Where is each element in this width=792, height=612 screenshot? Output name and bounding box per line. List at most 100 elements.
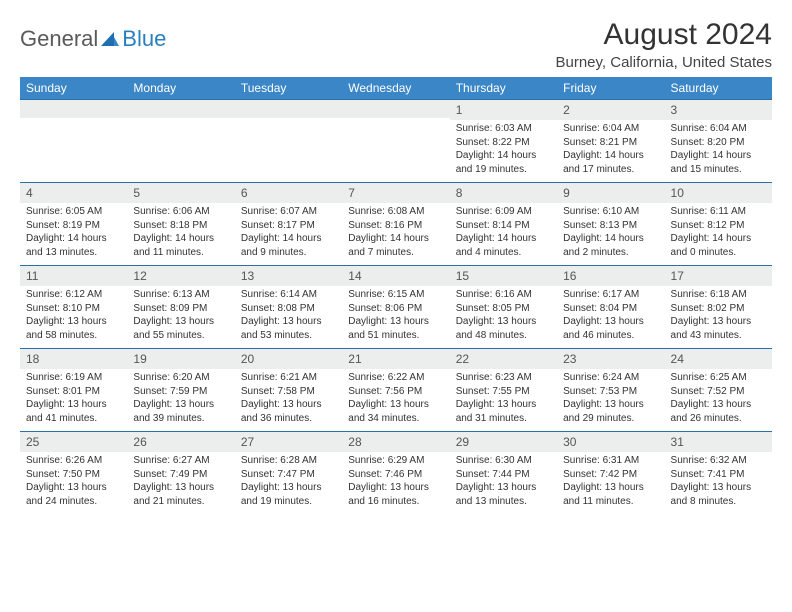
day-number: 2 xyxy=(557,100,664,120)
day-content-line: and 7 minutes. xyxy=(348,246,443,260)
day-content-line: and 53 minutes. xyxy=(241,329,336,343)
day-number: 12 xyxy=(127,266,234,286)
day-content-line: and 31 minutes. xyxy=(456,412,551,426)
day-content-line: Daylight: 14 hours xyxy=(456,149,551,163)
day-number xyxy=(20,100,127,118)
day-content-line: Sunrise: 6:31 AM xyxy=(563,454,658,468)
day-number: 28 xyxy=(342,432,449,452)
day-number: 22 xyxy=(450,349,557,369)
day-content-line: Daylight: 13 hours xyxy=(563,315,658,329)
day-content-line: Sunrise: 6:15 AM xyxy=(348,288,443,302)
day-content-line: and 39 minutes. xyxy=(133,412,228,426)
weekday-header: Thursday xyxy=(450,77,557,100)
day-content-line: Daylight: 13 hours xyxy=(671,481,766,495)
day-content-line: Sunset: 8:17 PM xyxy=(241,219,336,233)
week-daynum-row: 11Sunrise: 6:12 AMSunset: 8:10 PMDayligh… xyxy=(20,266,772,349)
day-number: 14 xyxy=(342,266,449,286)
day-content-line: Sunrise: 6:07 AM xyxy=(241,205,336,219)
day-content-line: and 9 minutes. xyxy=(241,246,336,260)
day-number: 27 xyxy=(235,432,342,452)
day-content: Sunrise: 6:28 AMSunset: 7:47 PMDaylight:… xyxy=(235,452,342,514)
day-content-line: Sunrise: 6:29 AM xyxy=(348,454,443,468)
day-content-line: Daylight: 14 hours xyxy=(133,232,228,246)
day-number: 17 xyxy=(665,266,772,286)
day-content-line: and 29 minutes. xyxy=(563,412,658,426)
day-content: Sunrise: 6:03 AMSunset: 8:22 PMDaylight:… xyxy=(450,120,557,182)
day-content-line: Sunrise: 6:16 AM xyxy=(456,288,551,302)
day-content-line: Sunrise: 6:24 AM xyxy=(563,371,658,385)
day-content xyxy=(20,118,127,178)
day-content: Sunrise: 6:32 AMSunset: 7:41 PMDaylight:… xyxy=(665,452,772,514)
day-content-line: Daylight: 14 hours xyxy=(671,232,766,246)
day-number: 21 xyxy=(342,349,449,369)
day-cell: 5Sunrise: 6:06 AMSunset: 8:18 PMDaylight… xyxy=(127,183,234,266)
day-content: Sunrise: 6:09 AMSunset: 8:14 PMDaylight:… xyxy=(450,203,557,265)
day-number: 29 xyxy=(450,432,557,452)
day-content: Sunrise: 6:31 AMSunset: 7:42 PMDaylight:… xyxy=(557,452,664,514)
day-content: Sunrise: 6:20 AMSunset: 7:59 PMDaylight:… xyxy=(127,369,234,431)
day-content-line: Sunrise: 6:03 AM xyxy=(456,122,551,136)
day-content-line: and 17 minutes. xyxy=(563,163,658,177)
day-content-line: Sunset: 8:20 PM xyxy=(671,136,766,150)
weekday-header: Friday xyxy=(557,77,664,100)
day-content: Sunrise: 6:15 AMSunset: 8:06 PMDaylight:… xyxy=(342,286,449,348)
day-content-line: and 19 minutes. xyxy=(241,495,336,509)
day-cell: 6 Sunrise: 6:07 AMSunset: 8:17 PMDaylight… xyxy=(235,183,342,266)
day-content-line: Sunset: 8:05 PM xyxy=(456,302,551,316)
day-content-line: Sunset: 8:13 PM xyxy=(563,219,658,233)
day-cell: 12Sunrise: 6:13 AMSunset: 8:09 PMDayligh… xyxy=(127,266,234,349)
day-content: Sunrise: 6:24 AMSunset: 7:53 PMDaylight:… xyxy=(557,369,664,431)
day-content-line: Sunset: 7:56 PM xyxy=(348,385,443,399)
day-number: 20 xyxy=(235,349,342,369)
day-number: 25 xyxy=(20,432,127,452)
day-content-line: Sunrise: 6:30 AM xyxy=(456,454,551,468)
day-content-line: Daylight: 13 hours xyxy=(671,398,766,412)
day-number: 10 xyxy=(665,183,772,203)
day-content-line: Sunrise: 6:22 AM xyxy=(348,371,443,385)
day-content-line: Sunset: 7:59 PM xyxy=(133,385,228,399)
day-content: Sunrise: 6:23 AMSunset: 7:55 PMDaylight:… xyxy=(450,369,557,431)
day-content-line: Sunrise: 6:32 AM xyxy=(671,454,766,468)
day-content-line: Sunset: 7:53 PM xyxy=(563,385,658,399)
weekday-header-row: Sunday Monday Tuesday Wednesday Thursday… xyxy=(20,77,772,100)
day-content-line: Sunrise: 6:04 AM xyxy=(563,122,658,136)
day-number: 19 xyxy=(127,349,234,369)
day-cell: 14Sunrise: 6:15 AMSunset: 8:06 PMDayligh… xyxy=(342,266,449,349)
day-content-line: and 55 minutes. xyxy=(133,329,228,343)
day-content: Sunrise: 6:11 AMSunset: 8:12 PMDaylight:… xyxy=(665,203,772,265)
day-number: 3 xyxy=(665,100,772,120)
day-content-line: Sunset: 8:21 PM xyxy=(563,136,658,150)
day-content xyxy=(127,118,234,178)
day-cell: 10Sunrise: 6:11 AMSunset: 8:12 PMDayligh… xyxy=(665,183,772,266)
day-content-line: and 43 minutes. xyxy=(671,329,766,343)
day-content-line: Daylight: 13 hours xyxy=(241,315,336,329)
day-content-line: and 19 minutes. xyxy=(456,163,551,177)
day-number: 18 xyxy=(20,349,127,369)
day-content-line: Daylight: 13 hours xyxy=(348,481,443,495)
day-content-line: Sunset: 7:46 PM xyxy=(348,468,443,482)
day-content: Sunrise: 6:18 AMSunset: 8:02 PMDaylight:… xyxy=(665,286,772,348)
day-cell: 29Sunrise: 6:30 AMSunset: 7:44 PMDayligh… xyxy=(450,432,557,515)
day-content-line: Daylight: 14 hours xyxy=(563,232,658,246)
day-content-line: Daylight: 14 hours xyxy=(241,232,336,246)
day-cell: 20Sunrise: 6:21 AMSunset: 7:58 PMDayligh… xyxy=(235,349,342,432)
day-cell: 11Sunrise: 6:12 AMSunset: 8:10 PMDayligh… xyxy=(20,266,127,349)
day-content: Sunrise: 6:26 AMSunset: 7:50 PMDaylight:… xyxy=(20,452,127,514)
day-content-line: and 34 minutes. xyxy=(348,412,443,426)
day-content: Sunrise: 6:14 AMSunset: 8:08 PMDaylight:… xyxy=(235,286,342,348)
day-content-line: and 48 minutes. xyxy=(456,329,551,343)
day-number: 26 xyxy=(127,432,234,452)
day-content-line: Sunrise: 6:26 AM xyxy=(26,454,121,468)
day-content-line: Daylight: 14 hours xyxy=(456,232,551,246)
day-number: 4 xyxy=(20,183,127,203)
day-number: 6 xyxy=(235,183,342,203)
day-content-line: Daylight: 13 hours xyxy=(133,315,228,329)
day-content-line: and 11 minutes. xyxy=(133,246,228,260)
weekday-header: Tuesday xyxy=(235,77,342,100)
day-content-line: Sunset: 8:16 PM xyxy=(348,219,443,233)
day-content-line: Sunset: 8:06 PM xyxy=(348,302,443,316)
day-content: Sunrise: 6:21 AMSunset: 7:58 PMDaylight:… xyxy=(235,369,342,431)
day-number: 16 xyxy=(557,266,664,286)
day-content-line: Sunrise: 6:05 AM xyxy=(26,205,121,219)
day-cell: 15Sunrise: 6:16 AMSunset: 8:05 PMDayligh… xyxy=(450,266,557,349)
